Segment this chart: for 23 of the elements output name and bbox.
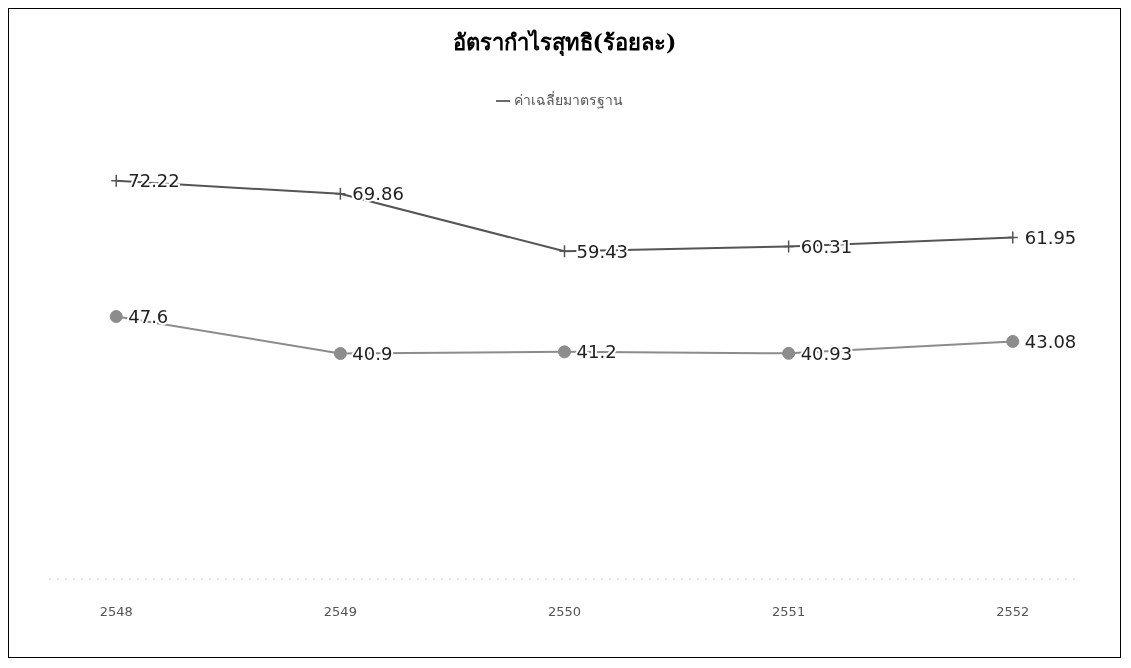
data-label: 43.08 (1024, 330, 1077, 352)
point (1006, 334, 1020, 348)
point (558, 244, 571, 259)
point (109, 310, 123, 324)
x-tick-label: 2548 (99, 604, 133, 620)
point (1007, 230, 1019, 245)
legend-label: ค่าเฉลี่ยมาตรฐาน (514, 92, 623, 108)
x-tick-label: 2550 (547, 604, 582, 620)
point (334, 187, 347, 201)
chart-title: อัตรากำไรสุทธิ(ร้อยละ) (451, 28, 678, 58)
data-label: 40.93 (800, 342, 853, 364)
point (782, 346, 796, 360)
x-tick-label: 2549 (323, 604, 357, 620)
data-label: 47.6 (128, 305, 169, 327)
x-tick-label: 2552 (996, 604, 1030, 620)
point (333, 347, 347, 360)
point (558, 345, 571, 359)
data-label: 61.95 (1024, 226, 1077, 248)
x-tick-label: 2551 (772, 604, 806, 620)
data-label: 41.2 (576, 341, 617, 363)
point (782, 239, 795, 254)
data-label: 40.9 (352, 342, 393, 364)
data-label: 69.86 (352, 183, 404, 205)
